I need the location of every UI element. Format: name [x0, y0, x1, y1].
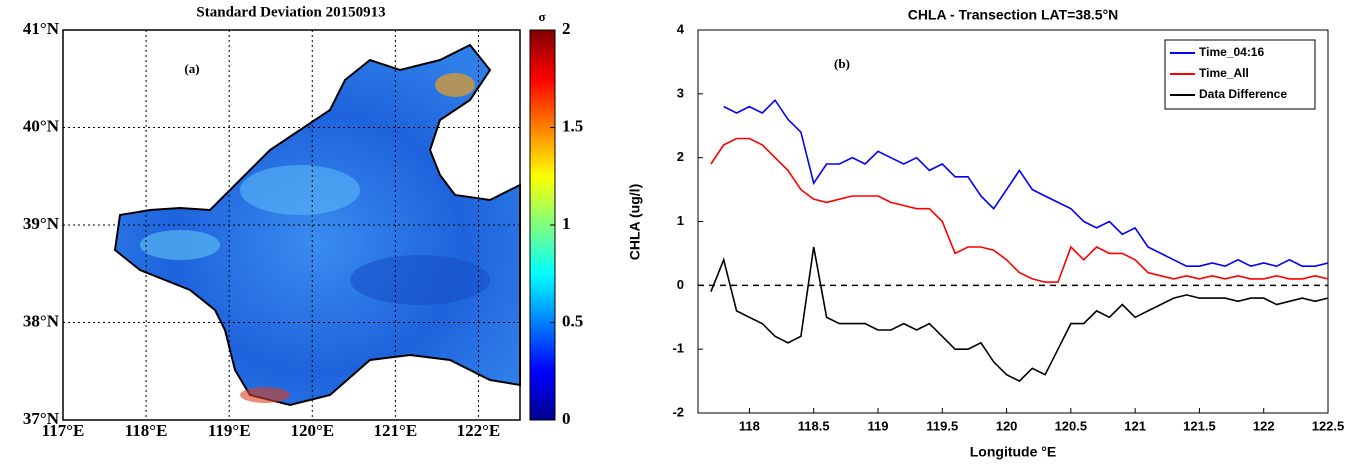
x-tick-label: 122: [1253, 418, 1275, 433]
y-tick-label: 38°N: [23, 311, 60, 330]
y-tick-label: 2: [677, 149, 684, 164]
legend-label: Time_04:16: [1199, 45, 1264, 59]
data-line: [723, 98, 1329, 268]
y-tick-label: -2: [672, 404, 684, 419]
chart-title: CHLA - Transection LAT=38.5°N: [908, 7, 1119, 23]
x-tick-label: 118°E: [125, 421, 168, 440]
x-tick-label: 121°E: [374, 421, 418, 440]
y-axis-label: CHLA (ug/l): [627, 184, 643, 260]
x-tick-label: 120: [996, 418, 1018, 433]
panel-label: (a): [184, 61, 199, 76]
x-tick-label: 121: [1124, 418, 1146, 433]
y-tick-label: 4: [677, 21, 685, 36]
legend-label: Data Difference: [1199, 87, 1287, 101]
map-title: Standard Deviation 20150913: [196, 4, 385, 20]
x-tick-label: 120°E: [290, 421, 334, 440]
x-tick-label: 122.5: [1312, 418, 1345, 433]
y-tick-label: 41°N: [23, 19, 60, 38]
x-tick-label: 122°E: [457, 421, 501, 440]
x-axis-label: Longitude °E: [970, 444, 1056, 460]
data-line: [710, 246, 1329, 383]
y-tick-label: 3: [677, 85, 684, 100]
y-tick-label: 39°N: [23, 214, 60, 233]
x-tick-label: 121.5: [1183, 418, 1216, 433]
y-tick-label: -1: [672, 341, 684, 356]
colorbar-tick-label: 1: [562, 214, 571, 233]
x-tick-label: 118.5: [798, 418, 830, 433]
y-tick-label: 40°N: [23, 116, 60, 135]
x-tick-label: 119.5: [926, 418, 958, 433]
x-tick-label: 119°E: [208, 421, 251, 440]
data-line: [710, 137, 1329, 283]
colorbar-tick-label: 0.5: [562, 311, 583, 330]
y-tick-label: 0: [677, 277, 684, 292]
x-tick-label: 120.5: [1055, 418, 1088, 433]
colorbar-label: σ: [538, 9, 545, 24]
x-tick-label: 117°E: [42, 421, 85, 440]
sea-raster: [113, 43, 521, 407]
y-tick-label: 1: [677, 213, 684, 228]
colorbar-tick-label: 1.5: [562, 116, 583, 135]
legend-label: Time_All: [1199, 66, 1249, 80]
colorbar-tick-label: 0: [562, 409, 571, 428]
y-tick-label: 37°N: [23, 409, 60, 428]
x-tick-label: 119: [868, 418, 889, 433]
x-tick-label: 118: [739, 418, 760, 433]
panel-label: (b): [834, 56, 850, 71]
colorbar-tick-label: 2: [562, 19, 571, 38]
